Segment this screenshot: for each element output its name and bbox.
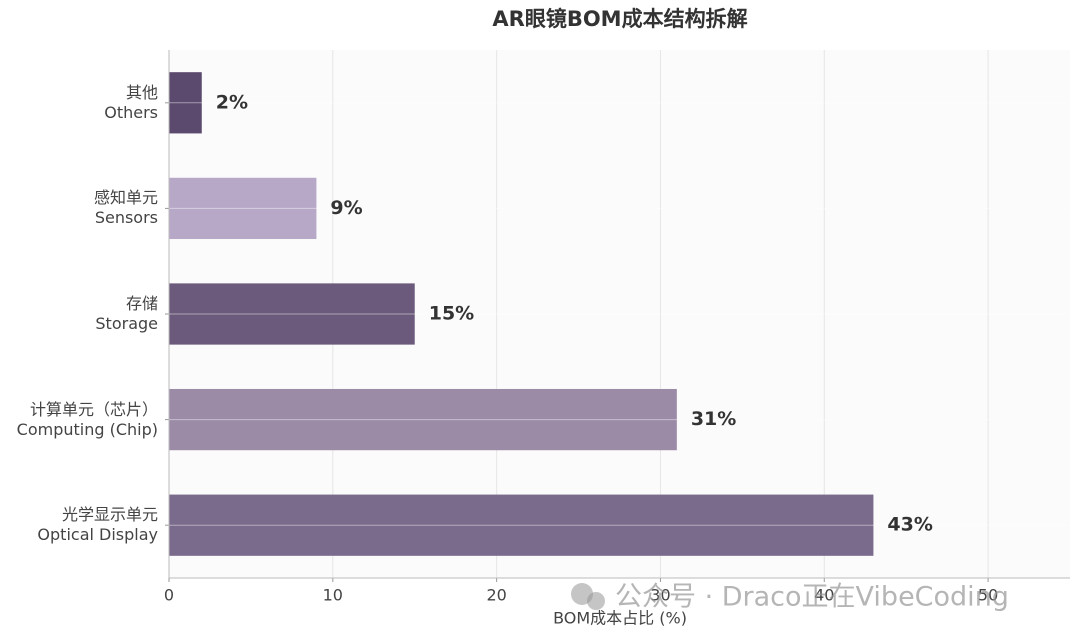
bar — [169, 494, 874, 556]
x-tick-label: 10 — [323, 586, 343, 605]
x-tick-label: 40 — [814, 586, 834, 605]
x-tick-label: 0 — [164, 586, 174, 605]
x-axis-label: BOM成本占比 (%) — [553, 609, 687, 628]
y-tick-label: 存储 Storage — [95, 294, 158, 333]
x-tick-label: 50 — [978, 586, 998, 605]
bar — [169, 177, 317, 240]
y-tick-label: 计算单元（芯片） Computing (Chip) — [16, 399, 158, 439]
value-label: 2% — [216, 91, 248, 113]
bar — [169, 72, 202, 134]
value-label: 9% — [330, 197, 362, 219]
y-tick-label: 光学显示单元 Optical Display — [37, 505, 158, 545]
x-tick-label: 20 — [486, 586, 506, 605]
value-label: 31% — [691, 408, 736, 430]
y-tick-label: 其他 Others — [104, 82, 158, 122]
value-label: 15% — [429, 303, 474, 325]
x-tick-label: 30 — [650, 586, 670, 605]
y-tick-label: 感知单元 Sensors — [93, 188, 158, 228]
bar — [169, 283, 415, 345]
watermark-icon — [587, 592, 605, 610]
chart-title: AR眼镜BOM成本结构拆解 — [492, 7, 747, 31]
value-label: 43% — [887, 514, 932, 536]
watermark: 公众号 · Draco正在VibeCoding — [615, 582, 1009, 613]
bar — [169, 388, 677, 451]
